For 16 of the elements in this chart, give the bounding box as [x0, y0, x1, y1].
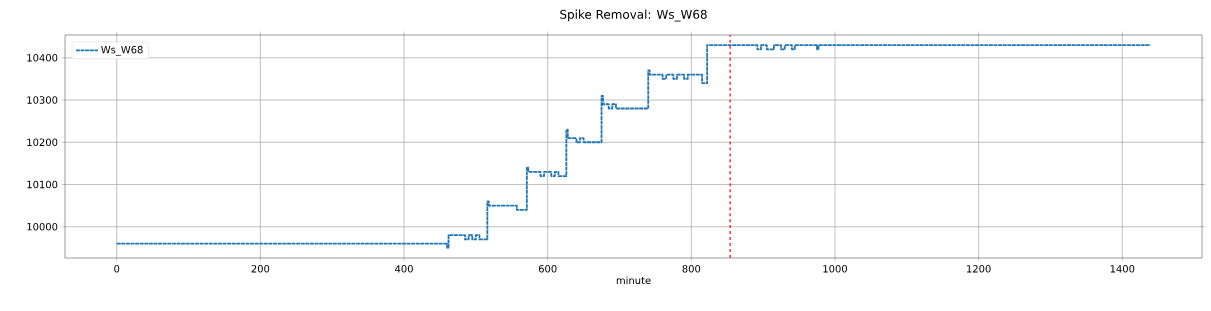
x-tick-label: 1000	[823, 265, 847, 273]
x-tick-label: 800	[682, 265, 701, 273]
y-tick-label: 10200	[27, 138, 58, 147]
x-tick-label: 1200	[967, 265, 991, 273]
x-axis-title: minute	[616, 276, 651, 285]
x-tick-label: 1400	[1110, 265, 1135, 273]
x-tick-label: 0	[114, 265, 120, 273]
y-tick-label: 10000	[27, 222, 58, 231]
chart-title: Spike Removal: Ws_W68	[560, 9, 707, 22]
x-tick-label: 200	[251, 265, 270, 273]
y-tick-label: 10300	[27, 96, 58, 104]
legend-label: Ws_W68	[101, 45, 143, 56]
x-tick-label: 600	[538, 265, 557, 273]
x-tick-label: 400	[395, 265, 413, 273]
y-tick-label: 10400	[27, 54, 58, 62]
y-tick-label: 10100	[27, 180, 58, 189]
